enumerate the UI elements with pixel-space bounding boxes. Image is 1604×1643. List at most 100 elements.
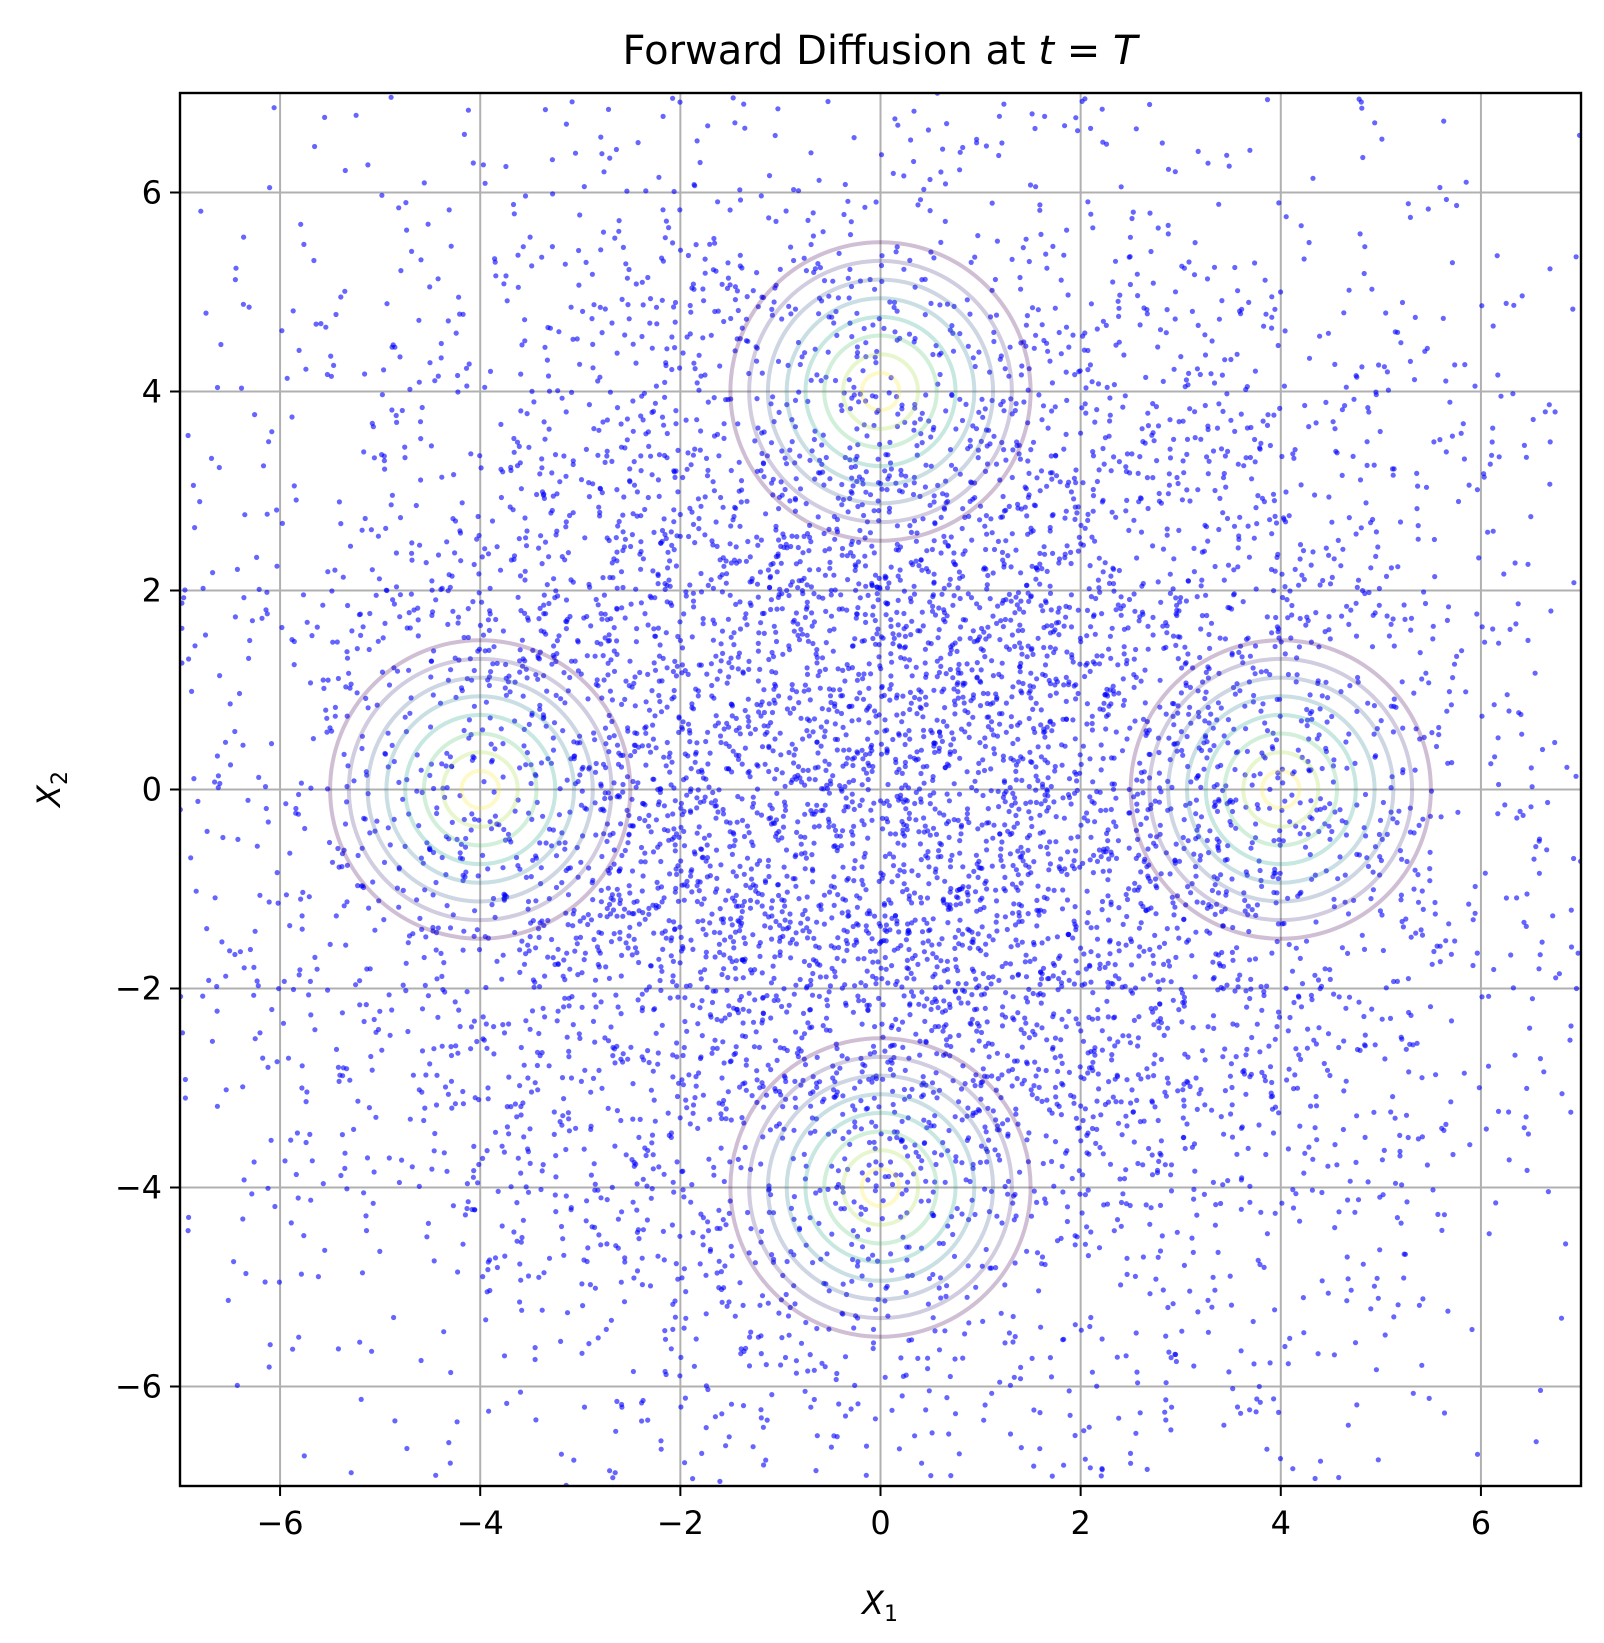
scatter-point xyxy=(1008,1383,1013,1388)
scatter-point xyxy=(689,462,694,467)
scatter-point xyxy=(1482,640,1487,645)
scatter-point xyxy=(289,1220,294,1225)
scatter-point xyxy=(914,757,919,762)
scatter-point xyxy=(760,744,765,749)
scatter-point xyxy=(1441,119,1446,124)
scatter-point xyxy=(1175,1088,1180,1093)
scatter-point xyxy=(387,682,392,687)
scatter-point xyxy=(1157,785,1162,790)
scatter-point xyxy=(736,666,741,671)
scatter-point xyxy=(1537,871,1542,876)
scatter-point xyxy=(1271,1396,1276,1401)
scatter-point xyxy=(551,748,556,753)
scatter-point xyxy=(1355,585,1360,590)
scatter-point xyxy=(499,977,504,982)
scatter-point xyxy=(556,329,561,334)
scatter-point xyxy=(1325,695,1330,700)
scatter-point xyxy=(456,615,461,620)
scatter-point xyxy=(661,755,666,760)
scatter-point xyxy=(518,408,523,413)
scatter-point xyxy=(1229,1303,1234,1308)
scatter-point xyxy=(1365,463,1370,468)
scatter-point xyxy=(1274,1024,1279,1029)
scatter-point xyxy=(938,985,943,990)
scatter-point xyxy=(1021,858,1026,863)
scatter-point xyxy=(864,469,869,474)
scatter-point xyxy=(1305,723,1310,728)
scatter-point xyxy=(1114,607,1119,612)
scatter-point xyxy=(622,1259,627,1264)
scatter-point xyxy=(793,747,798,752)
scatter-point xyxy=(1176,936,1181,941)
scatter-point xyxy=(1080,1210,1085,1215)
scatter-point xyxy=(360,1270,365,1275)
scatter-point xyxy=(696,1070,701,1075)
scatter-point xyxy=(798,486,803,491)
scatter-point xyxy=(721,436,726,441)
scatter-point xyxy=(863,612,868,617)
scatter-point xyxy=(1397,1133,1402,1138)
scatter-point xyxy=(545,955,550,960)
scatter-point xyxy=(771,976,776,981)
scatter-point xyxy=(1444,197,1449,202)
scatter-point xyxy=(630,823,635,828)
scatter-point xyxy=(642,611,647,616)
scatter-point xyxy=(835,935,840,940)
scatter-point xyxy=(588,623,593,628)
scatter-point xyxy=(928,503,933,508)
scatter-point xyxy=(1028,182,1033,187)
scatter-point xyxy=(729,468,734,473)
scatter-point xyxy=(852,1086,857,1091)
scatter-point xyxy=(529,1089,534,1094)
scatter-point xyxy=(785,706,790,711)
scatter-point xyxy=(1057,953,1062,958)
scatter-point xyxy=(786,1313,791,1318)
scatter-point xyxy=(822,759,827,764)
scatter-point xyxy=(1299,1004,1304,1009)
scatter-point xyxy=(1474,611,1479,616)
scatter-point xyxy=(465,989,470,994)
scatter-point xyxy=(932,499,937,504)
scatter-point xyxy=(616,892,621,897)
scatter-point xyxy=(334,913,339,918)
scatter-point xyxy=(686,253,691,258)
scatter-point xyxy=(1151,1073,1156,1078)
scatter-point xyxy=(620,782,625,787)
scatter-point xyxy=(537,703,542,708)
scatter-point xyxy=(1073,480,1078,485)
scatter-point xyxy=(776,1311,781,1316)
scatter-point xyxy=(1037,1085,1042,1090)
scatter-point xyxy=(1261,419,1266,424)
scatter-point xyxy=(1466,902,1471,907)
scatter-point xyxy=(603,460,608,465)
scatter-point xyxy=(1136,499,1141,504)
scatter-point xyxy=(919,857,924,862)
scatter-point xyxy=(909,701,914,706)
scatter-point xyxy=(585,922,590,927)
scatter-point xyxy=(256,983,261,988)
scatter-point xyxy=(805,894,810,899)
scatter-point xyxy=(1184,487,1189,492)
scatter-point xyxy=(898,1355,903,1360)
scatter-point xyxy=(422,955,427,960)
scatter-point xyxy=(580,789,585,794)
scatter-point xyxy=(872,1140,877,1145)
scatter-point xyxy=(691,1111,696,1116)
scatter-point xyxy=(631,511,636,516)
scatter-point xyxy=(638,453,643,458)
scatter-point xyxy=(984,847,989,852)
scatter-point xyxy=(1235,1404,1240,1409)
scatter-point xyxy=(355,1099,360,1104)
scatter-point xyxy=(996,978,1001,983)
scatter-point xyxy=(1564,765,1569,770)
scatter-point xyxy=(1092,819,1097,824)
scatter-point xyxy=(493,273,498,278)
scatter-point xyxy=(540,561,545,566)
scatter-point xyxy=(768,575,773,580)
scatter-point xyxy=(1341,1088,1346,1093)
scatter-point xyxy=(599,931,604,936)
scatter-point xyxy=(1187,705,1192,710)
scatter-point xyxy=(691,361,696,366)
scatter-point xyxy=(843,182,848,187)
scatter-point xyxy=(1348,1179,1353,1184)
